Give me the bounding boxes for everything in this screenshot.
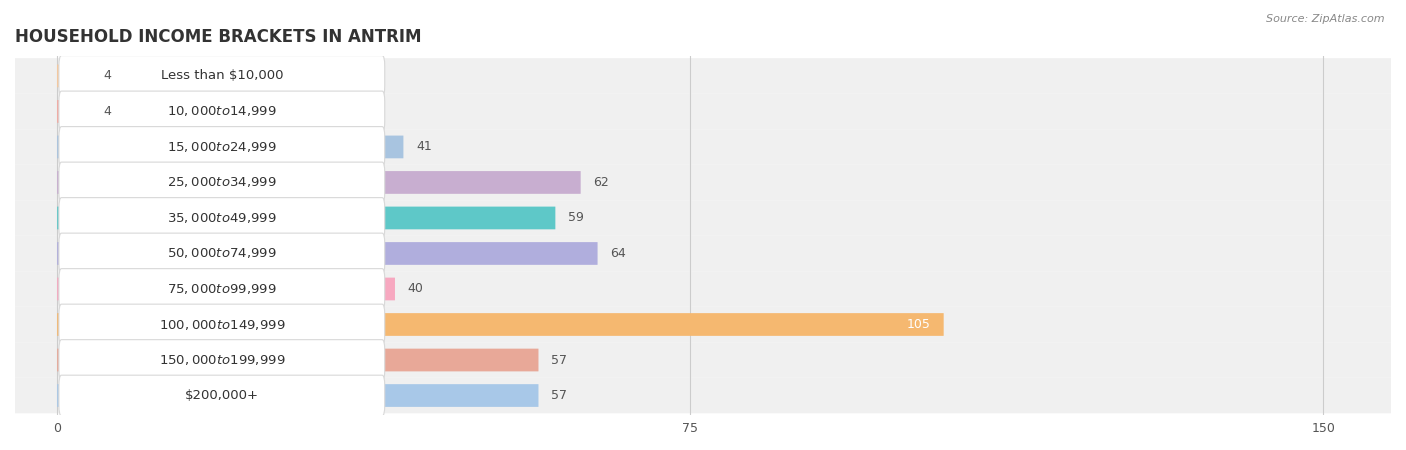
FancyBboxPatch shape (58, 207, 555, 230)
FancyBboxPatch shape (58, 384, 538, 407)
Text: Less than $10,000: Less than $10,000 (160, 69, 283, 82)
FancyBboxPatch shape (58, 100, 91, 123)
FancyBboxPatch shape (58, 278, 395, 300)
Text: Source: ZipAtlas.com: Source: ZipAtlas.com (1267, 14, 1385, 23)
FancyBboxPatch shape (59, 198, 385, 239)
FancyBboxPatch shape (59, 126, 385, 167)
FancyBboxPatch shape (59, 340, 385, 380)
FancyBboxPatch shape (15, 378, 1391, 413)
Text: $25,000 to $34,999: $25,000 to $34,999 (167, 176, 277, 189)
Text: 105: 105 (907, 318, 931, 331)
Text: 59: 59 (568, 212, 583, 225)
Text: 40: 40 (408, 283, 423, 296)
FancyBboxPatch shape (58, 313, 943, 336)
Text: 64: 64 (610, 247, 626, 260)
FancyBboxPatch shape (15, 58, 1391, 94)
FancyBboxPatch shape (58, 64, 91, 87)
Text: $10,000 to $14,999: $10,000 to $14,999 (167, 104, 277, 118)
Text: $15,000 to $24,999: $15,000 to $24,999 (167, 140, 277, 154)
FancyBboxPatch shape (15, 165, 1391, 200)
Text: $100,000 to $149,999: $100,000 to $149,999 (159, 318, 285, 332)
FancyBboxPatch shape (59, 162, 385, 203)
Text: 4: 4 (104, 69, 111, 82)
FancyBboxPatch shape (59, 304, 385, 345)
FancyBboxPatch shape (58, 135, 404, 158)
FancyBboxPatch shape (15, 271, 1391, 307)
FancyBboxPatch shape (15, 307, 1391, 342)
Text: $35,000 to $49,999: $35,000 to $49,999 (167, 211, 277, 225)
FancyBboxPatch shape (59, 91, 385, 132)
FancyBboxPatch shape (15, 236, 1391, 271)
FancyBboxPatch shape (15, 129, 1391, 165)
Text: 57: 57 (551, 389, 567, 402)
FancyBboxPatch shape (59, 233, 385, 274)
FancyBboxPatch shape (58, 349, 538, 371)
FancyBboxPatch shape (59, 56, 385, 96)
Text: $50,000 to $74,999: $50,000 to $74,999 (167, 247, 277, 261)
FancyBboxPatch shape (58, 171, 581, 194)
FancyBboxPatch shape (15, 342, 1391, 378)
Text: HOUSEHOLD INCOME BRACKETS IN ANTRIM: HOUSEHOLD INCOME BRACKETS IN ANTRIM (15, 28, 422, 46)
Text: $75,000 to $99,999: $75,000 to $99,999 (167, 282, 277, 296)
Text: $200,000+: $200,000+ (184, 389, 259, 402)
Text: 57: 57 (551, 354, 567, 366)
Text: 41: 41 (416, 140, 432, 153)
FancyBboxPatch shape (15, 200, 1391, 236)
FancyBboxPatch shape (59, 269, 385, 309)
FancyBboxPatch shape (59, 375, 385, 416)
FancyBboxPatch shape (15, 94, 1391, 129)
FancyBboxPatch shape (58, 242, 598, 265)
Text: $150,000 to $199,999: $150,000 to $199,999 (159, 353, 285, 367)
Text: 4: 4 (104, 105, 111, 118)
Text: 62: 62 (593, 176, 609, 189)
